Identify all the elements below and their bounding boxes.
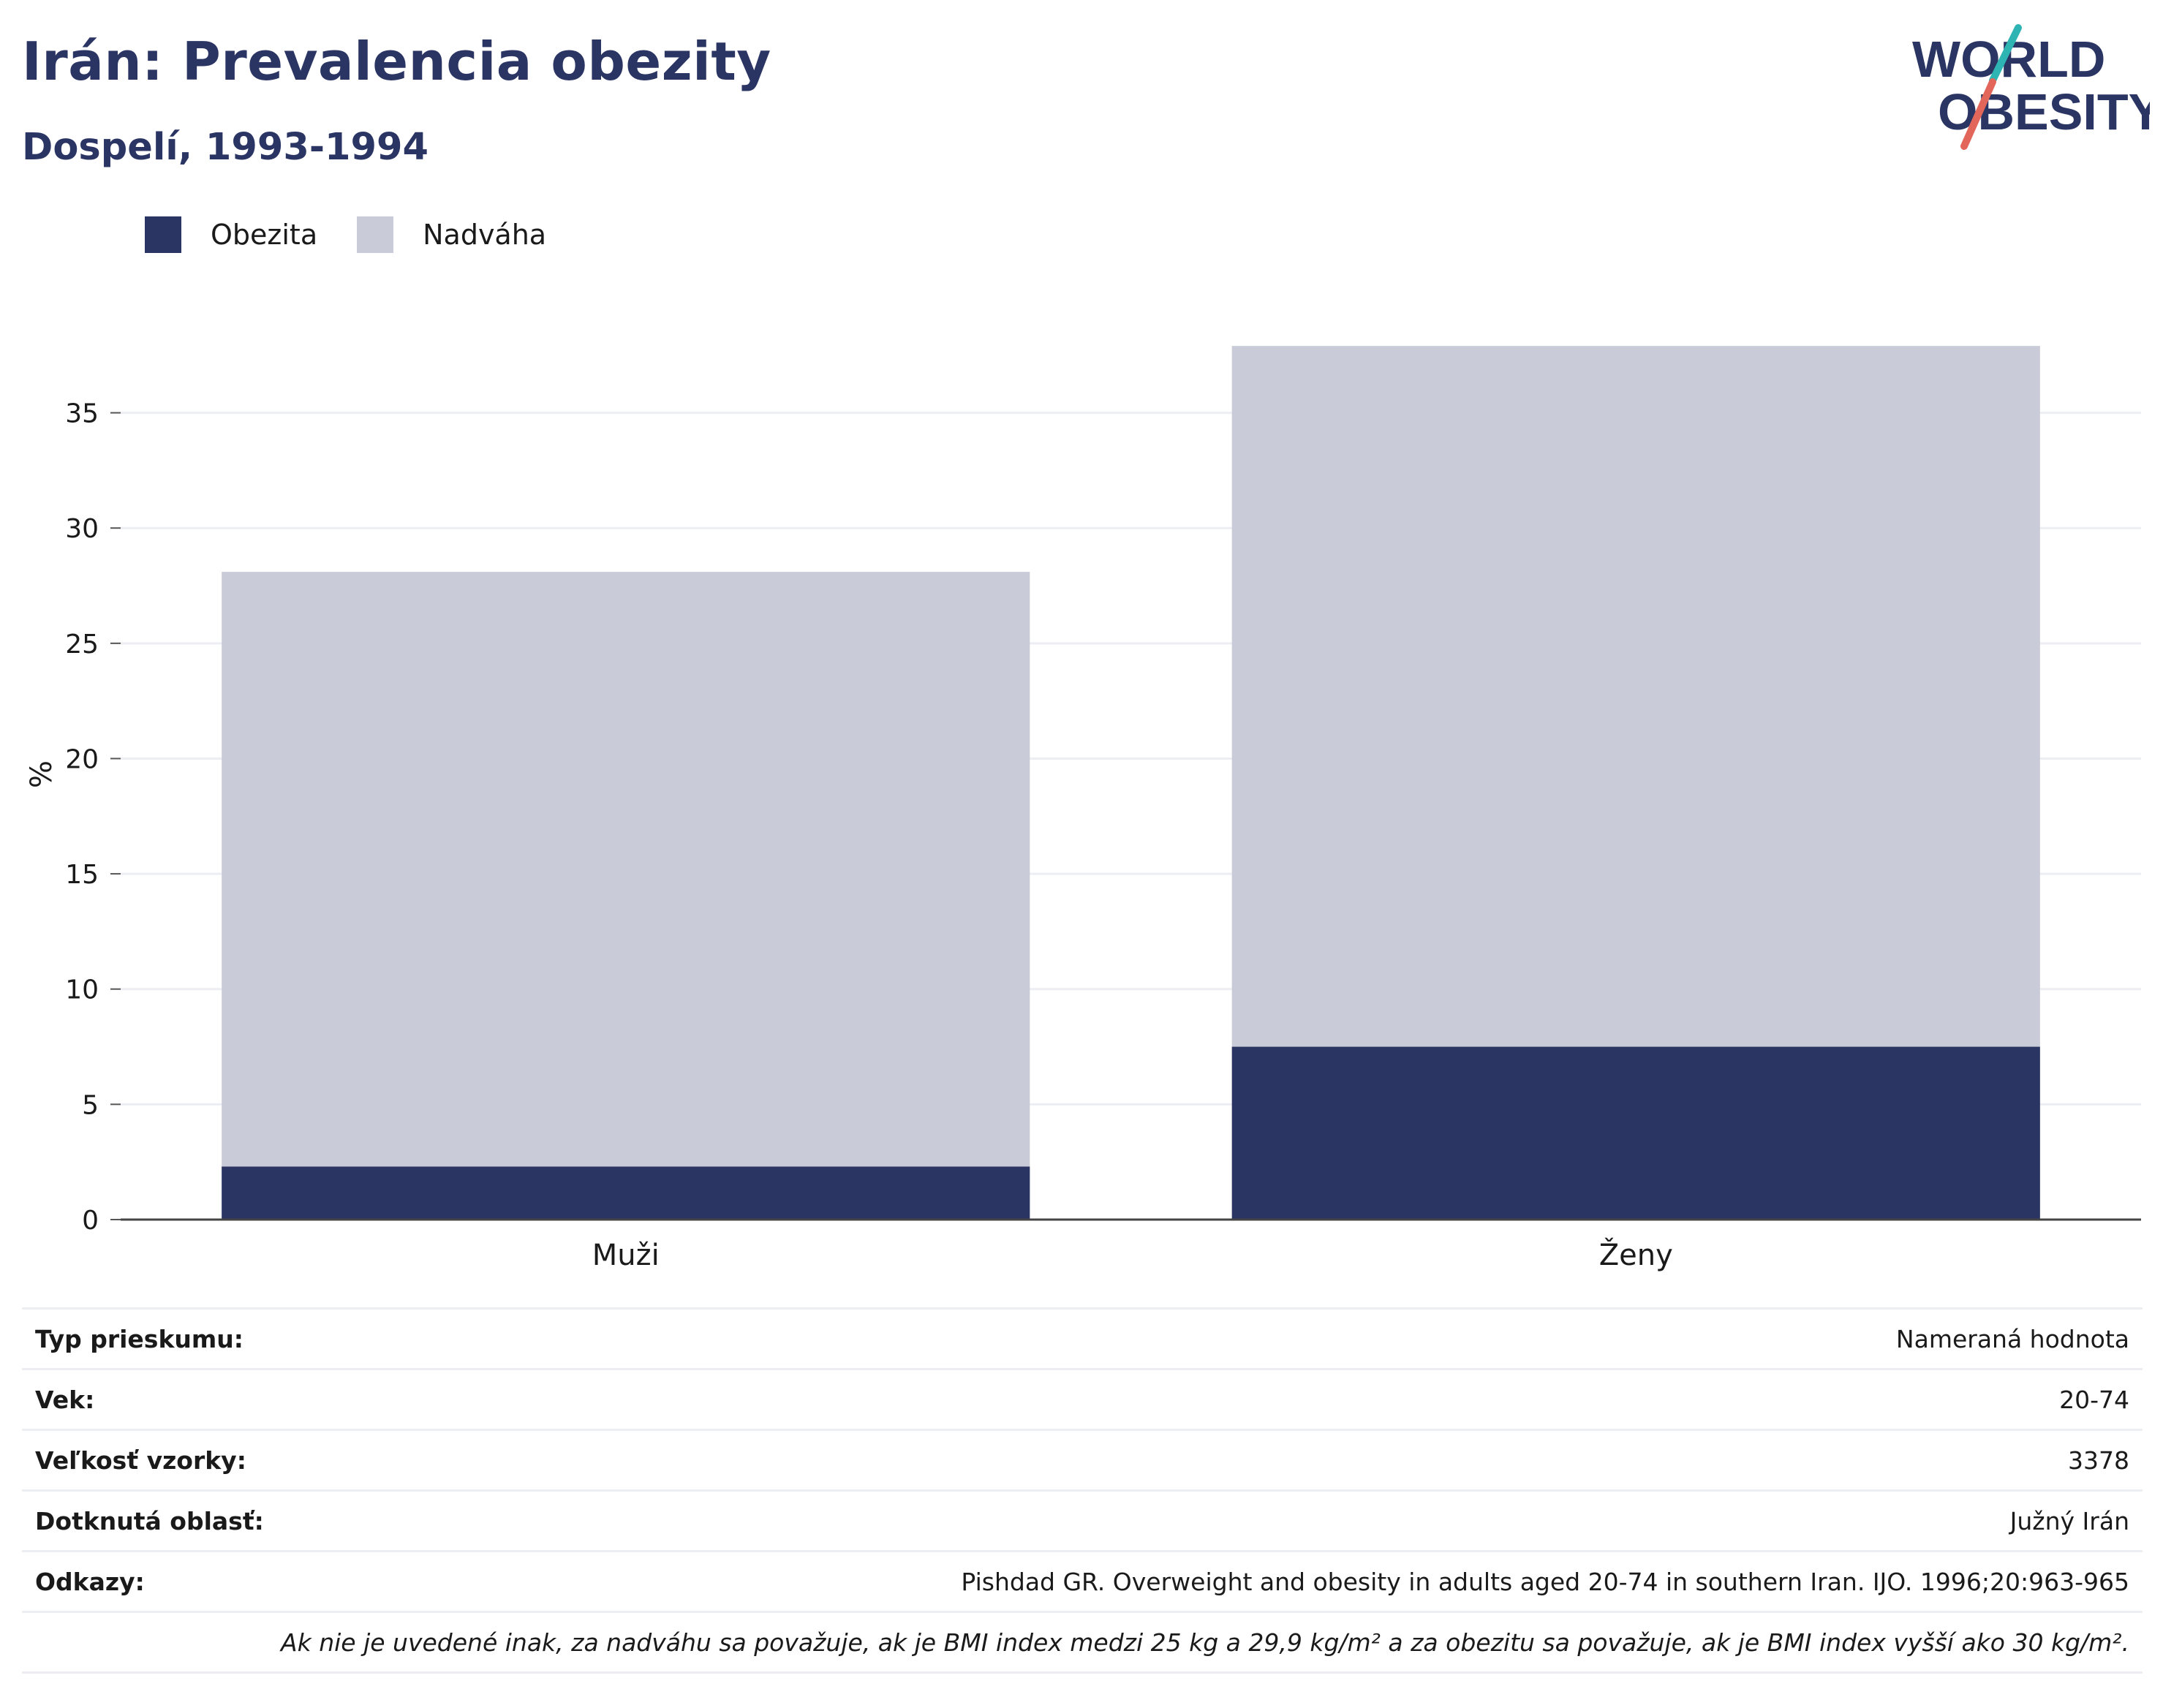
x-tick-label: Ženy <box>1599 1237 1673 1272</box>
y-tick-label: 5 <box>82 1090 99 1120</box>
logo-slash-coral <box>1960 78 1996 150</box>
bar-obezita-2 <box>1231 1046 2040 1220</box>
info-value-references: Pishdad GR. Overweight and obesity in ad… <box>961 1567 2129 1596</box>
info-key-region: Dotknutá oblasť: <box>35 1506 264 1535</box>
legend-item-obezita[interactable]: Obezita <box>145 216 317 253</box>
y-tick-label: 10 <box>65 975 99 1005</box>
info-row-age: Vek: 20-74 <box>22 1370 2143 1431</box>
info-key-sample-size: Veľkosť vzorky: <box>35 1446 246 1475</box>
info-key-references: Odkazy: <box>35 1567 145 1596</box>
y-tick-label: 20 <box>65 744 99 774</box>
y-axis-label: % <box>25 760 58 788</box>
info-value-sample-size: 3378 <box>2068 1446 2129 1475</box>
y-tick-label: 0 <box>82 1206 99 1236</box>
bmi-definition-note: Ak nie je uvedené inak, za nadváhu sa po… <box>22 1613 2143 1674</box>
page-title: Irán: Prevalencia obezity <box>22 31 771 92</box>
y-tick-label: 15 <box>65 860 99 890</box>
info-row-region: Dotknutá oblasť: Južný Irán <box>22 1492 2143 1552</box>
y-tick-label: 35 <box>65 399 99 429</box>
info-row-references: Odkazy: Pishdad GR. Overweight and obesi… <box>22 1552 2143 1613</box>
survey-info-table: Typ prieskumu: Nameraná hodnota Vek: 20-… <box>22 1307 2143 1674</box>
info-value-region: Južný Irán <box>2009 1506 2129 1535</box>
legend-label-nadvaha: Nadváha <box>423 219 547 251</box>
info-row-sample-size: Veľkosť vzorky: 3378 <box>22 1431 2143 1492</box>
info-value-survey-type: Nameraná hodnota <box>1895 1324 2129 1353</box>
legend-swatch-obezita <box>145 216 181 253</box>
world-obesity-logo: WORLD OBESITY <box>1912 24 2150 150</box>
x-tick-label: Muži <box>592 1239 660 1272</box>
legend-item-nadvaha[interactable]: Nadváha <box>357 216 546 253</box>
y-tick-label: 25 <box>65 630 99 660</box>
bar-chart: 0 5 10 15 20 25 30 35% Muži Ženy <box>25 346 2141 1272</box>
bar-nadváha-2 <box>1231 346 2040 1047</box>
chart-legend: Obezita Nadváha <box>145 216 586 253</box>
info-key-age: Vek: <box>35 1385 95 1414</box>
bar-nadváha-1 <box>222 572 1030 1167</box>
y-tick-label: 30 <box>65 514 99 544</box>
info-key-survey-type: Typ prieskumu: <box>35 1324 244 1353</box>
legend-label-obezita: Obezita <box>211 219 318 251</box>
bar-obezita-1 <box>222 1166 1030 1220</box>
info-value-age: 20-74 <box>2059 1385 2129 1414</box>
page-subtitle: Dospelí, 1993-1994 <box>22 126 429 169</box>
logo-slash-teal <box>1989 24 2022 84</box>
legend-swatch-nadvaha <box>357 216 394 253</box>
info-row-survey-type: Typ prieskumu: Nameraná hodnota <box>22 1310 2143 1370</box>
